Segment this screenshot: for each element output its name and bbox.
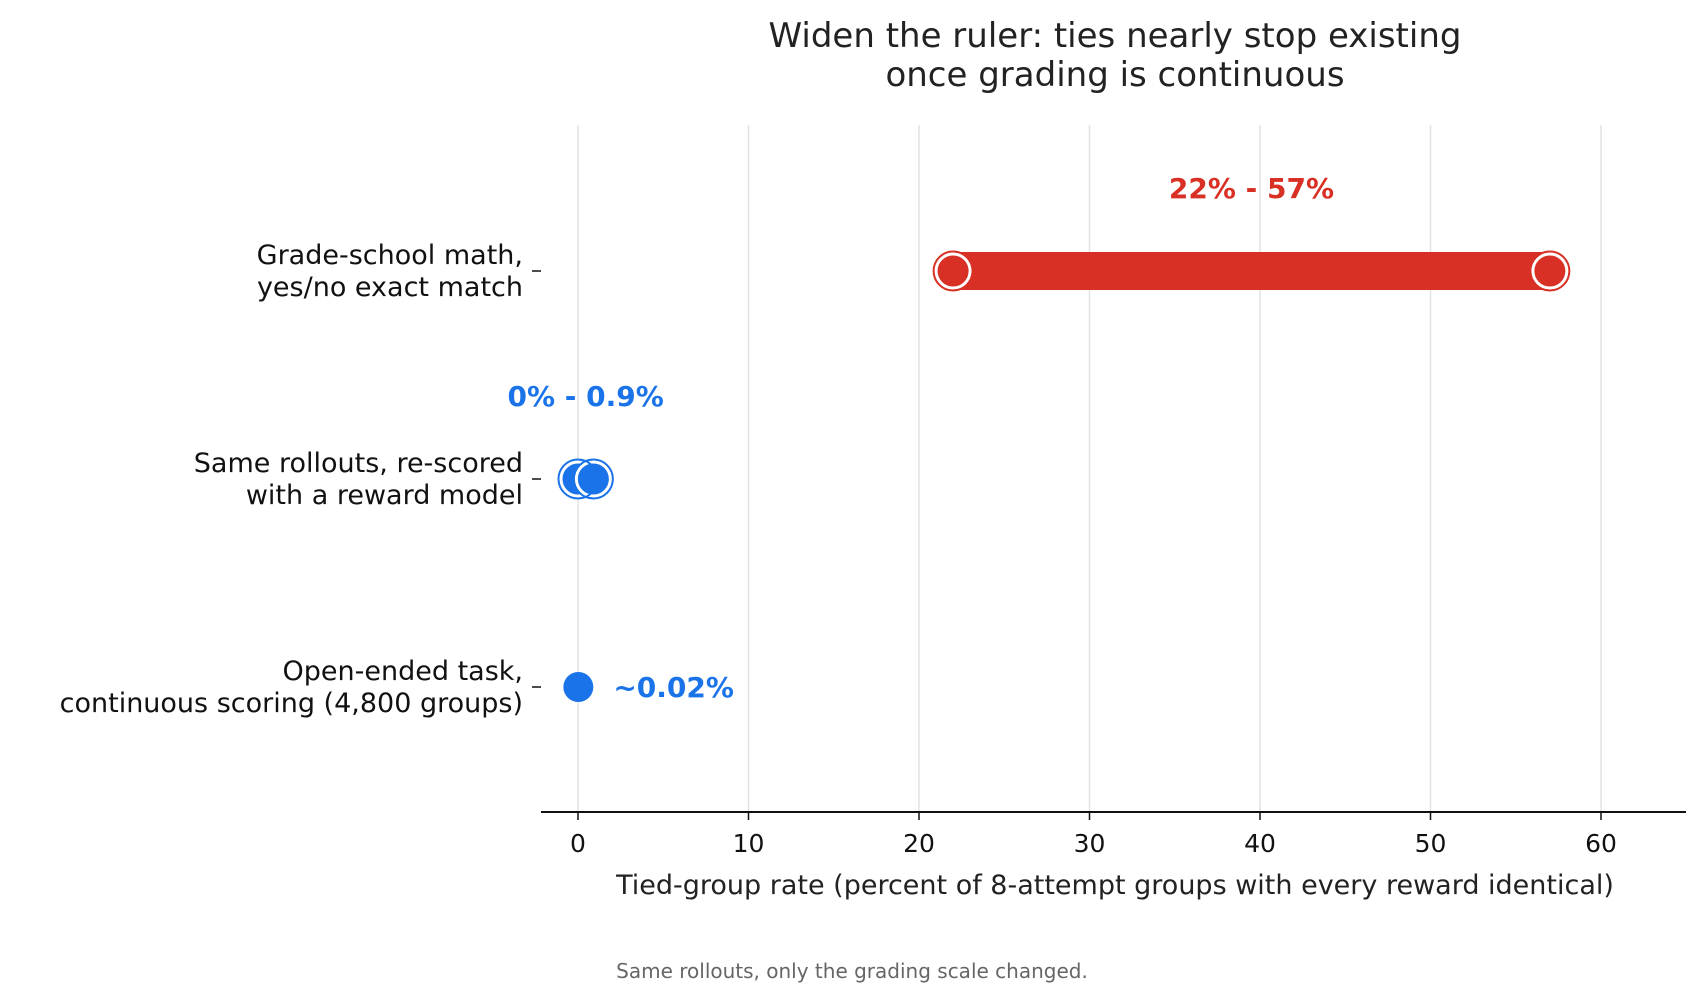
data-row: Grade-school math, yes/no exact match 22% … — [257, 172, 1571, 303]
range-high-halo — [572, 458, 614, 500]
data-row: Open-ended task, continuous scoring (4,80… — [60, 656, 734, 719]
grid — [577, 125, 1602, 812]
range-low-halo — [932, 250, 974, 292]
chart-caption: Same rollouts, only the grading scale ch… — [616, 959, 1088, 983]
range-high-halo — [1529, 250, 1571, 292]
range-high-marker — [1531, 252, 1569, 290]
x-tick-label: 10 — [733, 829, 765, 858]
x-tick-label: 40 — [1244, 829, 1276, 858]
chart-title: Widen the ruler: ties nearly stop existi… — [769, 16, 1462, 95]
range-low-marker — [934, 252, 972, 290]
category-label: Same rollouts, re-scored with a reward mo… — [194, 448, 523, 511]
category-label: Open-ended task, continuous scoring (4,80… — [60, 656, 523, 719]
x-axis: 0 10 20 30 40 50 60 — [541, 811, 1686, 858]
x-tick-label: 60 — [1585, 829, 1617, 858]
range-annotation: ~0.02% — [613, 671, 734, 704]
x-tick-label: 30 — [1074, 829, 1106, 858]
point-marker — [563, 672, 594, 702]
chart-title-text: Widen the ruler: ties nearly stop existi… — [769, 16, 1462, 95]
category-label: Grade-school math, yes/no exact match — [257, 240, 523, 303]
range-annotation: 22% - 57% — [1169, 172, 1334, 205]
data-rows: Grade-school math, yes/no exact match 22% … — [60, 172, 1571, 719]
data-row: Same rollouts, re-scored with a reward mo… — [194, 380, 664, 511]
x-tick-label: 50 — [1415, 829, 1447, 858]
range-high-marker — [574, 460, 612, 498]
range-annotation: 0% - 0.9% — [508, 380, 664, 413]
range-low-halo — [557, 458, 599, 500]
x-tick-label: 20 — [903, 829, 935, 858]
x-axis-title: Tied-group rate (percent of 8-attempt gr… — [615, 870, 1614, 901]
x-tick-label: 0 — [570, 829, 586, 858]
